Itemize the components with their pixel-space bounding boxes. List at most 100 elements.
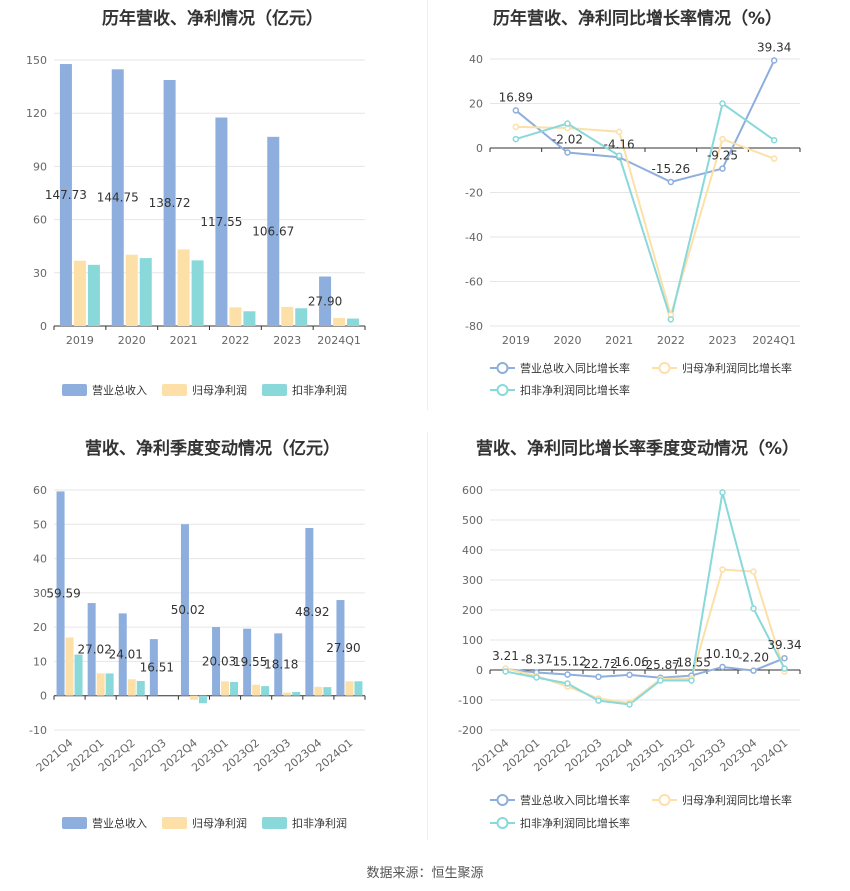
y-tick-label: 50 xyxy=(33,518,47,531)
point-扣非净利润同比增长率 xyxy=(667,316,675,323)
legend-label: 扣非净利润 xyxy=(292,816,347,830)
bar-归母净利润 xyxy=(333,318,346,326)
y-tick-label: 300 xyxy=(462,574,483,587)
bar-营业总收入 xyxy=(59,64,72,327)
bar-扣非净利润 xyxy=(230,682,239,696)
y-tick-label: 60 xyxy=(33,484,47,497)
bar-归母净利润 xyxy=(177,249,190,326)
point-扣非净利润同比增长率 xyxy=(564,120,571,127)
bar-营业总收入 xyxy=(87,603,96,696)
bar-归母净利润 xyxy=(65,637,74,696)
data-label: 18.18 xyxy=(264,658,298,672)
bar-扣非净利润 xyxy=(74,654,83,696)
point-归母净利润同比增长率 xyxy=(512,123,520,131)
x-tick-label: 2021 xyxy=(605,334,633,347)
y-tick-label: -10 xyxy=(29,724,47,737)
x-tick-label: 2024Q1 xyxy=(317,334,361,347)
data-label: 16.89 xyxy=(499,90,533,104)
bar-扣非净利润 xyxy=(139,258,152,326)
data-label: -15.12 xyxy=(548,655,587,669)
bar-营业总收入 xyxy=(274,633,283,696)
y-tick-label: 40 xyxy=(33,553,47,566)
point-扣非净利润同比增长率 xyxy=(564,680,571,687)
data-label: -16.06 xyxy=(610,655,649,669)
data-source: 数据来源：恒生聚源 xyxy=(366,866,484,881)
y-tick-label: 20 xyxy=(469,98,483,111)
data-label: 19.55 xyxy=(233,655,267,669)
bar-归母净利润 xyxy=(127,679,136,696)
y-tick-label: -60 xyxy=(465,276,483,289)
point-营业总收入同比增长率 xyxy=(626,671,633,679)
bar-归母净利润 xyxy=(345,681,354,696)
y-tick-label: 0 xyxy=(476,142,483,155)
data-label: 39.34 xyxy=(757,40,791,54)
x-tick-label: 2022 xyxy=(657,334,685,347)
data-label: 27.90 xyxy=(308,294,342,308)
bar-扣非净利润 xyxy=(243,311,256,326)
bar-归母净利润 xyxy=(229,307,242,326)
bar-营业总收入 xyxy=(163,80,176,326)
quarterly-revenue-chart: 营收、净利季度变动情况（亿元） -10 0 10 20 30 40 50 60 2021Q4 20… xyxy=(0,430,425,850)
point-归母净利润同比增长率 xyxy=(750,568,757,575)
y-tick-label: 10 xyxy=(33,655,47,668)
point-营业总收入同比增长率 xyxy=(719,663,726,671)
point-扣非净利润同比增长率 xyxy=(595,697,602,704)
y-tick-label: -20 xyxy=(465,187,483,200)
legend-swatch xyxy=(262,817,287,829)
y-tick-label: 400 xyxy=(462,544,483,557)
point-营业总收入同比增长率 xyxy=(564,671,571,678)
point-扣非净利润同比增长率 xyxy=(719,489,726,496)
data-label: 10.10 xyxy=(705,647,739,661)
x-tick-label: 2023 xyxy=(273,334,301,347)
line-归母净利润同比增长率 xyxy=(505,568,786,705)
y-tick-label: 100 xyxy=(462,634,483,647)
bar-扣非净利润 xyxy=(198,695,207,704)
legend-marker xyxy=(658,362,671,374)
bar-营业总收入 xyxy=(111,69,124,326)
vertical-separator-top xyxy=(427,0,428,410)
x-tick-label: 2023 xyxy=(709,334,737,347)
data-label: 16.51 xyxy=(140,660,174,674)
bar-营业总收入 xyxy=(319,276,332,326)
point-营业总收入同比增长率 xyxy=(564,149,571,156)
vertical-separator-bottom xyxy=(427,432,428,840)
y-tick-label: 500 xyxy=(462,514,483,527)
data-label: 39.34 xyxy=(767,638,801,652)
bar-扣非净利润 xyxy=(292,691,301,696)
data-label: 59.59 xyxy=(46,587,80,601)
y-tick-label: 200 xyxy=(462,604,483,617)
point-营业总收入同比增长率 xyxy=(719,165,726,172)
x-tick-label: 2019 xyxy=(502,334,530,347)
bar-营业总收入 xyxy=(243,628,252,696)
line-营业总收入同比增长率 xyxy=(505,657,785,679)
bar-归母净利润 xyxy=(96,673,105,696)
bar-扣非净利润 xyxy=(323,687,332,696)
point-扣非净利润同比增长率 xyxy=(626,701,633,708)
legend-marker xyxy=(496,817,509,829)
data-label: 3.21 xyxy=(492,649,519,663)
data-label: -9.25 xyxy=(707,149,738,163)
x-tick-label: 2022 xyxy=(221,334,249,347)
legend-label: 扣非净利润同比增长率 xyxy=(520,383,630,397)
legend-swatch xyxy=(162,817,187,829)
point-营业总收入同比增长率 xyxy=(750,667,757,674)
point-归母净利润同比增长率 xyxy=(615,128,623,136)
legend-marker xyxy=(658,794,671,806)
bar-归母净利润 xyxy=(221,681,230,696)
data-label: 27.90 xyxy=(326,641,360,655)
point-营业总收入同比增长率 xyxy=(781,654,788,662)
x-tick-label: 2021 xyxy=(170,334,198,347)
data-label: -2.02 xyxy=(552,132,583,146)
chart-title: 营收、净利同比增长率季度变动情况（%） xyxy=(475,439,800,459)
y-tick-label: -100 xyxy=(458,694,483,707)
y-tick-label: 20 xyxy=(33,621,47,634)
bar-扣非净利润 xyxy=(191,260,204,326)
line-扣非净利润同比增长率 xyxy=(515,101,775,324)
bar-归母净利润 xyxy=(283,692,292,696)
point-扣非净利润同比增长率 xyxy=(781,665,788,672)
data-label: 117.55 xyxy=(200,215,242,229)
data-label: -2.20 xyxy=(738,651,769,665)
legend-label: 扣非净利润 xyxy=(292,383,347,397)
data-label: -25.87 xyxy=(641,658,680,672)
data-label: -4.16 xyxy=(604,137,635,151)
